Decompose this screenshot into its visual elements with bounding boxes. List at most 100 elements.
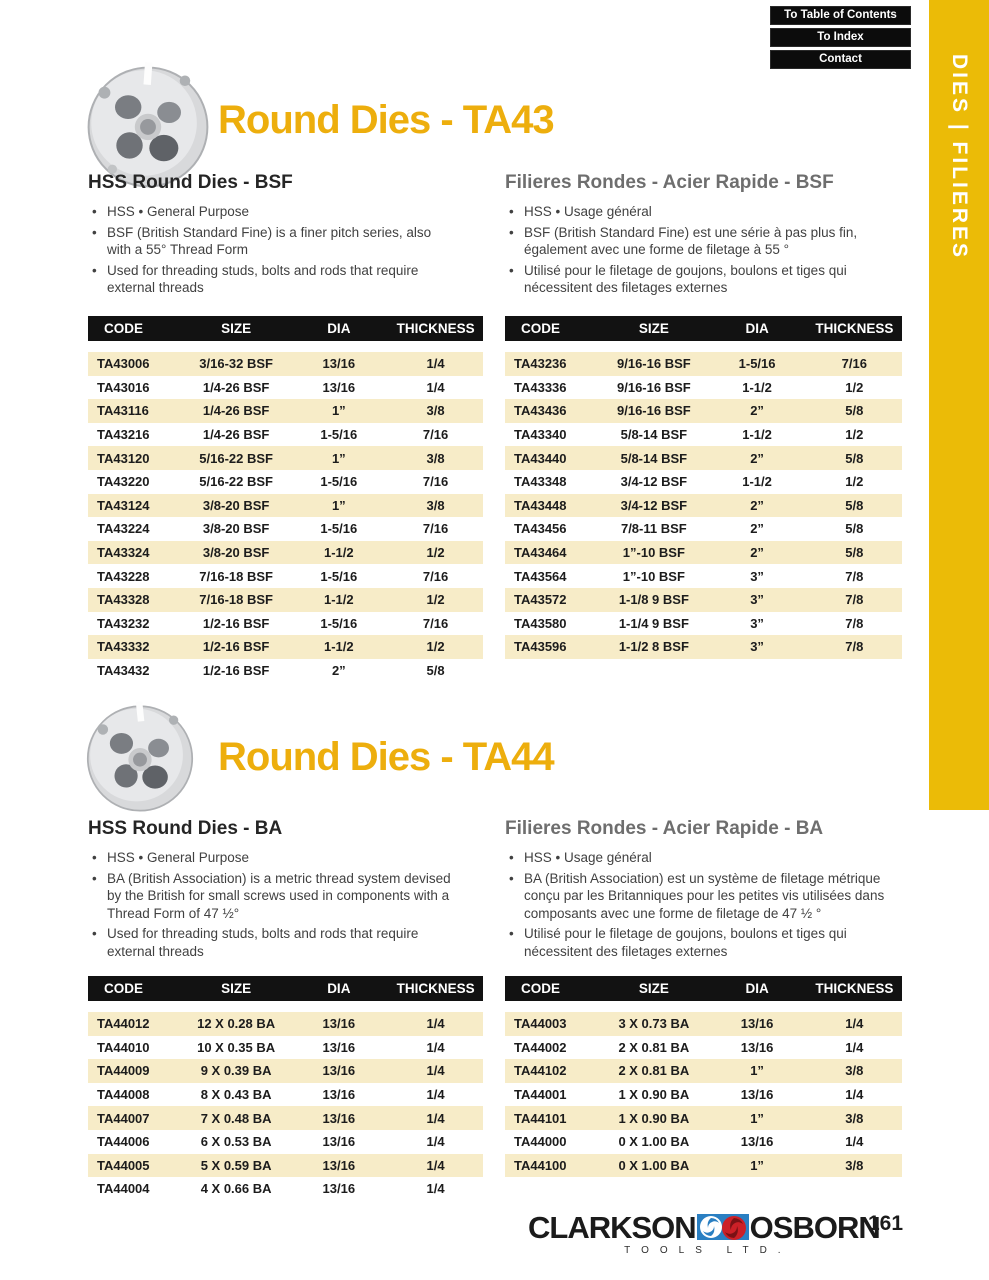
- table-cell: 13/16: [322, 356, 356, 372]
- table-cell: TA43220: [97, 474, 150, 490]
- table-cell: 7/8: [845, 639, 864, 655]
- table-row: TA43220 5/16-22 BSF 1-5/16 7/16: [88, 470, 483, 494]
- table-cell: TA43016: [97, 379, 150, 395]
- table-cell: 1-5/16: [320, 427, 358, 443]
- table-cell: 3/8: [845, 1157, 864, 1173]
- table-cell: 1/4: [426, 1063, 445, 1079]
- nav-to-table-of-contents[interactable]: To Table of Contents: [770, 6, 911, 25]
- table-cell: 7/8: [845, 615, 864, 631]
- ta44-english-bullets: HSS • General Purpose BA (British Associ…: [88, 849, 458, 960]
- table-cell: TA43006: [97, 356, 150, 372]
- column-header-dia: DIA: [327, 321, 351, 336]
- table-row: TA44005 5 X 0.59 BA 13/16 1/4: [88, 1153, 483, 1178]
- table-cell: 1”: [331, 497, 346, 513]
- bullet-item: Used for threading studs, bolts and rods…: [88, 925, 458, 960]
- table-cell: 6 X 0.53 BA: [200, 1134, 272, 1150]
- table-cell: 3/4-12 BSF: [620, 474, 688, 490]
- table-cell: 1 X 0.90 BA: [618, 1110, 690, 1126]
- table-cell: 1/4: [426, 356, 445, 372]
- table-cell: 5/8: [845, 450, 864, 466]
- ta44-french-heading: Filieres Rondes - Acier Rapide - BA: [505, 818, 824, 839]
- table-cell: TA43456: [514, 521, 567, 537]
- table-cell: 13/16: [740, 1039, 774, 1055]
- table-cell: 1-1/2: [742, 427, 772, 443]
- ta44-english-heading: HSS Round Dies - BA: [88, 818, 283, 839]
- table-cell: TA43324: [97, 545, 150, 561]
- table-cell: 7/8: [845, 568, 864, 584]
- table-cell: 5/16-22 BSF: [199, 450, 273, 466]
- table-cell: 5/8-14 BSF: [620, 427, 688, 443]
- table-cell: TA43448: [514, 497, 567, 513]
- table-row: TA43236 9/16-16 BSF 1-5/16 7/16: [505, 352, 902, 376]
- column-header-code: CODE: [104, 981, 144, 996]
- table-cell: TA43596: [514, 639, 567, 655]
- bullet-item: BSF (British Standard Fine) is a finer p…: [88, 224, 458, 259]
- table-cell: 1/4: [426, 1157, 445, 1173]
- table-cell: TA43120: [97, 450, 150, 466]
- table-cell: TA43332: [97, 639, 150, 655]
- table-cell: 1/4: [845, 1087, 864, 1103]
- nav-contact[interactable]: Contact: [770, 50, 911, 69]
- table-cell: 1/4: [426, 1110, 445, 1126]
- table-cell: 12 X 0.28 BA: [197, 1016, 276, 1032]
- table-cell: TA44100: [514, 1157, 567, 1173]
- table-cell: 7/16: [422, 568, 449, 584]
- table-cell: 13/16: [322, 1110, 356, 1126]
- table-row: TA43324 3/8-20 BSF 1-1/2 1/2: [88, 540, 483, 565]
- ta44-table-left: CODE SIZE DIA THICKNESS TA44012 12 X 0.28…: [88, 976, 483, 1201]
- table-cell: 7/16: [422, 521, 449, 537]
- ta44-french-description: Filieres Rondes - Acier Rapide - BA HSS …: [505, 818, 897, 963]
- table-cell: TA44012: [97, 1016, 150, 1032]
- table-cell: 13/16: [740, 1087, 774, 1103]
- table-cell: 1-1/2: [323, 639, 354, 655]
- table-row: TA43572 1-1/8 9 BSF 3” 7/8: [505, 587, 902, 612]
- table-row: TA43432 1/2-16 BSF 2” 5/8: [88, 659, 483, 683]
- table-row: TA44101 1 X 0.90 BA 1” 3/8: [505, 1106, 902, 1130]
- table-cell: 3/16-32 BSF: [199, 356, 273, 372]
- brand-name-clarkson: CLARKSON: [528, 1210, 697, 1245]
- table-cell: 3/4-12 BSF: [620, 497, 688, 513]
- ta44-table-right: CODE SIZE DIA THICKNESS TA44003 3 X 0.73 …: [505, 976, 902, 1178]
- column-header-dia: DIA: [745, 981, 769, 996]
- table-row: TA44001 1 X 0.90 BA 13/16 1/4: [505, 1083, 902, 1107]
- brand-name-osborn: OSBORN: [749, 1210, 881, 1245]
- table-cell: 7/16: [422, 474, 449, 490]
- table-row: TA43564 1”-10 BSF 3” 7/8: [505, 564, 902, 588]
- table-cell: TA44003: [514, 1016, 567, 1032]
- table-cell: 1/4: [426, 1181, 445, 1197]
- table-cell: 1/2-16 BSF: [202, 639, 270, 655]
- table-cell: 1/4: [845, 1016, 864, 1032]
- table-cell: 1/4: [426, 1016, 445, 1032]
- table-cell: TA44007: [97, 1110, 150, 1126]
- table-cell: 3”: [750, 639, 764, 655]
- table-cell: 1-5/16: [320, 615, 358, 631]
- table-cell: TA43440: [514, 450, 567, 466]
- table-cell: 0 X 1.00 BA: [618, 1134, 690, 1150]
- table-cell: 1/4-26 BSF: [202, 427, 270, 443]
- table-cell: 3/8: [845, 1063, 864, 1079]
- sidebar-tab-label: DIES | FILIERES: [948, 54, 971, 261]
- table-header-row: CODE SIZE DIA THICKNESS: [88, 316, 483, 341]
- table-cell: 1”: [750, 1063, 764, 1079]
- nav-to-index[interactable]: To Index: [770, 28, 911, 47]
- table-header-row: CODE SIZE DIA THICKNESS: [505, 316, 902, 341]
- table-cell: 1-1/2: [742, 474, 772, 490]
- ta44-french-bullets: HSS • Usage général BA (British Associat…: [505, 849, 897, 960]
- table-row: TA43124 3/8-20 BSF 1” 3/8: [88, 493, 483, 518]
- table-cell: 13/16: [322, 379, 356, 395]
- table-cell: 1/2: [845, 427, 864, 443]
- table-cell: TA44005: [97, 1157, 150, 1173]
- bullet-item: BA (British Association) is a metric thr…: [88, 870, 458, 923]
- ta43-french-heading: Filieres Rondes - Acier Rapide - BSF: [505, 172, 834, 193]
- ta43-table-left: CODE SIZE DIA THICKNESS TA43006 3/16-32 B…: [88, 316, 483, 682]
- table-cell: 2”: [331, 663, 346, 679]
- table-cell: 1-1/2: [323, 545, 354, 561]
- round-die-photo: [87, 62, 209, 188]
- table-cell: 5 X 0.59 BA: [200, 1157, 272, 1173]
- table-cell: TA44009: [97, 1063, 150, 1079]
- table-cell: 1-1/8 9 BSF: [618, 592, 689, 608]
- table-cell: 7/16-18 BSF: [199, 592, 273, 608]
- table-row: TA43340 5/8-14 BSF 1-1/2 1/2: [505, 423, 902, 447]
- bullet-item: Used for threading studs, bolts and rods…: [88, 262, 458, 297]
- table-row: TA44010 10 X 0.35 BA 13/16 1/4: [88, 1036, 483, 1060]
